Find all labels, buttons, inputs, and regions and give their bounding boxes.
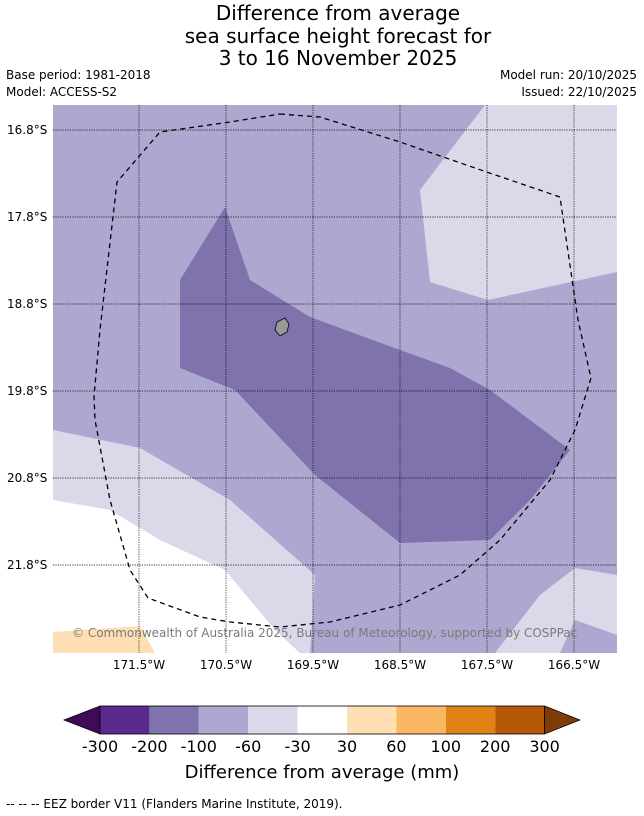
lat-label-3: 18.8°S bbox=[7, 297, 48, 311]
colorbar-tick-10: 300 bbox=[529, 737, 560, 756]
colorbar-arrow-low bbox=[63, 705, 101, 735]
lat-label-1: 16.8°S bbox=[7, 123, 48, 137]
colorbar-tick-4: -60 bbox=[235, 737, 262, 756]
title-line-1: Difference from average bbox=[215, 1, 461, 25]
map-title: Difference from average sea surface heig… bbox=[0, 2, 644, 70]
model-text: Model: ACCESS-S2 bbox=[6, 85, 118, 99]
eez-border bbox=[93, 113, 592, 628]
colorbar-tick-3: -100 bbox=[180, 737, 217, 756]
footnote-eez-border: -- -- -- EEZ border V11 (Flanders Marine… bbox=[6, 797, 343, 811]
colorbar-bin-3 bbox=[198, 706, 249, 734]
colorbar-tick-6: 30 bbox=[336, 737, 358, 756]
colorbar-bin-7 bbox=[396, 706, 446, 734]
colorbar-tick-9: 200 bbox=[479, 737, 511, 756]
colorbar-bin-2 bbox=[149, 706, 199, 734]
colorbar-tick-1: -300 bbox=[81, 737, 119, 756]
lon-label-2: 170.5°W bbox=[199, 658, 253, 672]
lat-label-6: 21.8°S bbox=[7, 558, 48, 572]
colorbar-title: Difference from average (mm) bbox=[184, 762, 460, 783]
colorbar-arrow-high bbox=[544, 705, 581, 735]
band-m60-m30-southeast bbox=[495, 568, 617, 653]
attribution-text: © Commonwealth of Australia 2025, Bureau… bbox=[72, 626, 578, 640]
meta-left: Base period: 1981-2018 Model: ACCESS-S2 bbox=[6, 67, 151, 101]
lon-label-6: 166.5°W bbox=[547, 658, 601, 672]
lat-label-4: 19.8°S bbox=[7, 384, 48, 398]
lon-label-5: 167.5°W bbox=[460, 658, 514, 672]
colorbar-tick-5: -30 bbox=[284, 737, 311, 756]
lat-label-2: 17.8°S bbox=[7, 210, 48, 224]
band-m60-m30-northeast bbox=[420, 105, 617, 300]
lat-label-5: 20.8°S bbox=[7, 471, 48, 485]
colorbar bbox=[63, 705, 581, 735]
colorbar-bin-6 bbox=[347, 706, 397, 734]
band-m200-m100-central bbox=[180, 207, 570, 543]
colorbar-bin-9 bbox=[495, 706, 545, 734]
colorbar-tick-8: 100 bbox=[430, 737, 462, 756]
colorbar-bin-5 bbox=[297, 706, 347, 734]
island-landmass bbox=[274, 317, 290, 337]
colorbar-bin-8 bbox=[445, 706, 496, 734]
title-line-3: 3 to 16 November 2025 bbox=[218, 46, 458, 70]
meta-right: Model run: 20/10/2025 Issued: 22/10/2025 bbox=[500, 67, 637, 101]
issued-text: Issued: 22/10/2025 bbox=[521, 85, 637, 99]
band-30-60-southwest bbox=[53, 626, 155, 653]
colorbar-bin-4 bbox=[248, 706, 298, 734]
lon-label-1: 171.5°W bbox=[112, 658, 166, 672]
title-line-2: sea surface height forecast for bbox=[184, 23, 492, 48]
colorbar-tick-2: -200 bbox=[131, 737, 168, 756]
colorbar-tick-7: 60 bbox=[386, 737, 407, 756]
lon-label-3: 169.5°W bbox=[286, 658, 340, 672]
map-area bbox=[53, 105, 617, 653]
colorbar-bin-1 bbox=[100, 706, 150, 734]
model-run-text: Model run: 20/10/2025 bbox=[499, 68, 637, 82]
band-m30-30-southwest bbox=[53, 500, 300, 653]
graticule bbox=[53, 105, 617, 653]
base-period-text: Base period: 1981-2018 bbox=[6, 68, 151, 82]
lon-label-4: 168.5°W bbox=[373, 658, 427, 672]
colorbar-outline bbox=[99, 705, 546, 735]
